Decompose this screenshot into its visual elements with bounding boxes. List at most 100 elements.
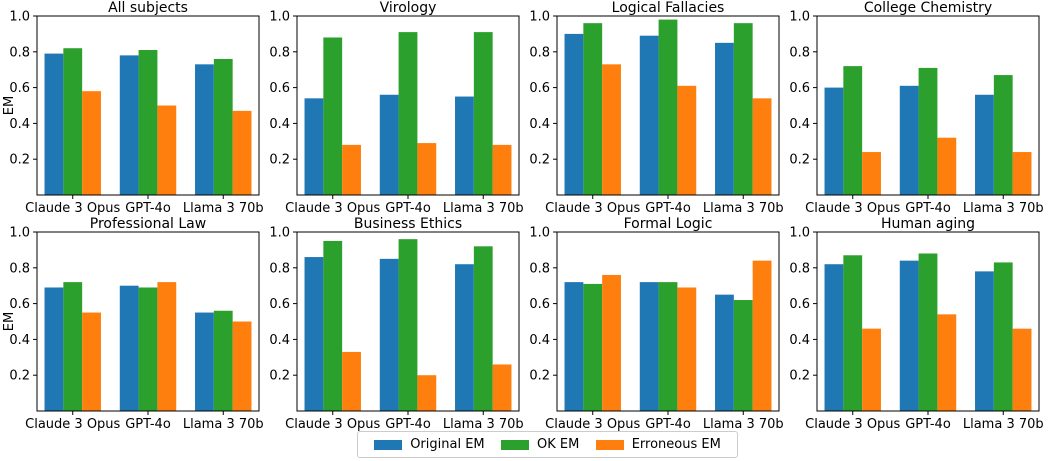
x-tick-label: Llama 3 70b bbox=[183, 201, 264, 216]
y-axis-label: EM bbox=[2, 96, 17, 115]
panel-title: Human aging bbox=[881, 216, 975, 232]
bar-original-em-gpt-4o bbox=[899, 85, 919, 195]
y-tick-label: 1.0 bbox=[9, 226, 30, 241]
bar-ok-em-gpt-4o bbox=[398, 239, 418, 411]
x-tick-label: GPT-4o bbox=[645, 201, 691, 216]
bar-ok-em-gpt-4o bbox=[138, 287, 158, 411]
bar-original-em-claude-3-opus bbox=[304, 257, 324, 411]
bar-erroneous-em-llama-3-70b bbox=[232, 321, 252, 411]
bar-original-em-llama-3-70b bbox=[715, 42, 734, 195]
bar-erroneous-em-llama-3-70b bbox=[1012, 328, 1032, 411]
y-tick-label: 0.2 bbox=[269, 153, 290, 168]
y-tick-label: 0.4 bbox=[9, 117, 30, 132]
y-tick-label: 0.8 bbox=[269, 45, 290, 60]
bar-ok-em-llama-3-70b bbox=[993, 75, 1013, 195]
y-tick-label: 0.6 bbox=[9, 297, 30, 312]
bar-original-em-llama-3-70b bbox=[455, 96, 474, 195]
y-tick-label: 0.4 bbox=[269, 333, 290, 348]
bar-ok-em-claude-3-opus bbox=[63, 48, 83, 195]
panel-title: Formal Logic bbox=[624, 216, 713, 232]
y-tick-label: 0.8 bbox=[789, 45, 810, 60]
bar-ok-em-gpt-4o bbox=[658, 282, 678, 411]
legend-swatch-erroneous bbox=[595, 439, 624, 450]
y-tick-label: 1.0 bbox=[789, 10, 810, 25]
x-tick-label: Llama 3 70b bbox=[443, 201, 524, 216]
bar-original-em-gpt-4o bbox=[119, 55, 139, 195]
y-tick-label: 0.6 bbox=[789, 81, 810, 96]
x-tick-label: Llama 3 70b bbox=[963, 417, 1044, 432]
x-tick-label: GPT-4o bbox=[385, 201, 431, 216]
bar-ok-em-llama-3-70b bbox=[993, 262, 1013, 411]
bar-ok-em-claude-3-opus bbox=[583, 23, 603, 195]
legend-label-erroneous: Erroneous EM bbox=[631, 437, 721, 452]
y-tick-label: 0.4 bbox=[789, 117, 810, 132]
bar-erroneous-em-claude-3-opus bbox=[602, 274, 621, 411]
panel-title: Business Ethics bbox=[354, 216, 462, 232]
bar-ok-em-llama-3-70b bbox=[213, 58, 233, 196]
legend-label-ok: OK EM bbox=[537, 437, 580, 452]
panel-title: Virology bbox=[380, 0, 437, 16]
bar-original-em-claude-3-opus bbox=[824, 87, 844, 195]
bar-erroneous-em-claude-3-opus bbox=[342, 351, 361, 411]
bar-ok-em-claude-3-opus bbox=[583, 283, 603, 411]
x-tick-label: GPT-4o bbox=[125, 201, 171, 216]
y-tick-label: 0.8 bbox=[9, 261, 30, 276]
x-tick-label: Claude 3 Opus bbox=[285, 417, 380, 432]
y-tick-label: 0.2 bbox=[269, 369, 290, 384]
bar-erroneous-em-llama-3-70b bbox=[752, 260, 772, 411]
panel-title: Professional Law bbox=[90, 216, 206, 232]
bar-erroneous-em-gpt-4o bbox=[937, 314, 957, 411]
bar-erroneous-em-claude-3-opus bbox=[602, 64, 621, 195]
x-tick-label: Claude 3 Opus bbox=[545, 201, 640, 216]
y-tick-label: 0.6 bbox=[9, 81, 30, 96]
bar-ok-em-llama-3-70b bbox=[733, 23, 753, 195]
panel-human-aging: 0.2 0.4 0.6 0.8 1.0 Claude 3 Opus GPT-4o Llama … bbox=[789, 216, 1043, 432]
panel-title: Logical Fallacies bbox=[612, 0, 725, 16]
x-tick-label: Llama 3 70b bbox=[703, 201, 784, 216]
y-tick-label: 0.6 bbox=[269, 297, 290, 312]
x-tick-label: Llama 3 70b bbox=[443, 417, 524, 432]
y-tick-label: 1.0 bbox=[529, 226, 550, 241]
panel-title: College Chemistry bbox=[864, 0, 992, 16]
panel-business-ethics: 0.2 0.4 0.6 0.8 1.0 Claude 3 Opus GPT-4o Llama … bbox=[269, 216, 523, 432]
bar-ok-em-llama-3-70b bbox=[213, 310, 233, 411]
y-tick-label: 0.2 bbox=[529, 369, 550, 384]
y-tick-label: 1.0 bbox=[269, 10, 290, 25]
bar-original-em-gpt-4o bbox=[639, 35, 659, 195]
legend-swatch-original bbox=[374, 439, 403, 450]
bar-original-em-gpt-4o bbox=[379, 258, 399, 411]
bar-original-em-llama-3-70b bbox=[455, 264, 474, 411]
bar-original-em-llama-3-70b bbox=[715, 294, 734, 411]
y-tick-label: 0.2 bbox=[789, 153, 810, 168]
y-tick-label: 0.4 bbox=[529, 333, 550, 348]
bar-ok-em-gpt-4o bbox=[918, 253, 938, 411]
panel-title: All subjects bbox=[108, 0, 188, 16]
bar-erroneous-em-gpt-4o bbox=[677, 287, 697, 411]
bar-ok-em-gpt-4o bbox=[658, 19, 678, 195]
bar-erroneous-em-claude-3-opus bbox=[862, 328, 881, 411]
bar-ok-em-gpt-4o bbox=[398, 32, 418, 195]
bar-original-em-gpt-4o bbox=[379, 94, 399, 195]
bar-original-em-gpt-4o bbox=[639, 282, 659, 411]
legend-entry-ok: OK EM bbox=[501, 437, 579, 452]
bar-erroneous-em-gpt-4o bbox=[157, 105, 177, 195]
bar-erroneous-em-gpt-4o bbox=[417, 375, 437, 411]
y-axis-label: EM bbox=[2, 312, 17, 331]
x-tick-label: GPT-4o bbox=[125, 417, 171, 432]
bar-erroneous-em-claude-3-opus bbox=[862, 152, 881, 195]
x-tick-label: Claude 3 Opus bbox=[285, 201, 380, 216]
x-tick-label: Claude 3 Opus bbox=[805, 417, 900, 432]
panel-logical-fallacies: 0.2 0.4 0.6 0.8 1.0 Claude 3 Opus GPT-4o Llama … bbox=[529, 0, 783, 216]
y-tick-label: 0.4 bbox=[269, 117, 290, 132]
bar-original-em-llama-3-70b bbox=[975, 271, 994, 411]
bar-erroneous-em-llama-3-70b bbox=[232, 110, 252, 195]
panel-professional-law: 0.2 0.4 0.6 0.8 1.0 Claude 3 Opus GPT-4o Llama … bbox=[2, 216, 264, 432]
bar-ok-em-claude-3-opus bbox=[843, 255, 863, 411]
bar-ok-em-claude-3-opus bbox=[323, 240, 343, 411]
legend-swatch-ok bbox=[501, 439, 529, 450]
y-tick-label: 0.6 bbox=[789, 297, 810, 312]
x-tick-label: Llama 3 70b bbox=[963, 201, 1044, 216]
bar-ok-em-llama-3-70b bbox=[473, 246, 493, 411]
x-tick-label: Llama 3 70b bbox=[703, 417, 784, 432]
bar-erroneous-em-llama-3-70b bbox=[492, 144, 512, 195]
